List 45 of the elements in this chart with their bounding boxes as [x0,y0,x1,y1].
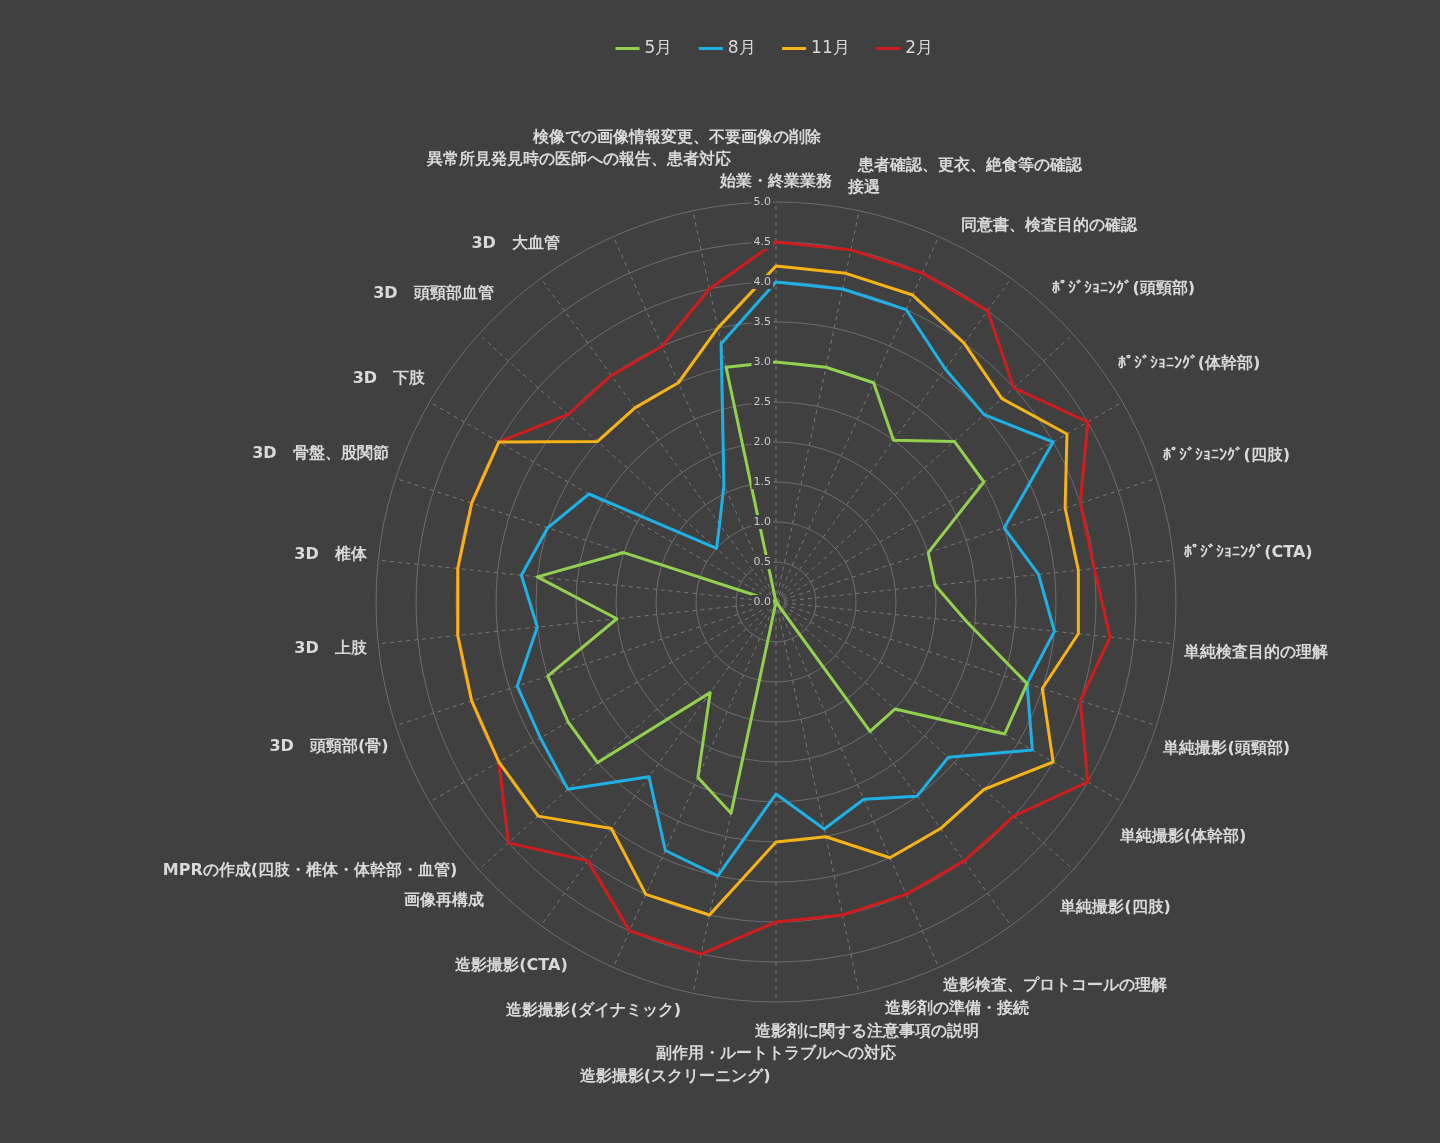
spoke-label: 単純撮影(四肢) [1059,896,1171,916]
spoke-label: 検像での画像情報変更、不要画像の削除 [532,126,823,146]
spoke-label: 3D 頭頸部血管 [373,282,494,302]
spoke-label: 患者確認、更衣、絶食等の確認 [857,155,1084,175]
spoke-label: 接遇 [846,177,880,197]
legend-label: 11月 [811,36,850,57]
spoke-label: 3D 大血管 [471,232,560,252]
y-tick-label: 1.5 [753,474,771,488]
spoke-label: 3D 椎体 [294,544,368,564]
spoke-label: 画像再構成 [403,890,484,910]
spoke-label: 3D 下肢 [352,367,427,387]
y-tick-label: 3.5 [753,314,771,328]
spoke-label: 造影検査、プロトコールの理解 [943,975,1168,995]
legend-label: 8月 [727,36,756,57]
y-tick-label: 4.0 [753,274,771,288]
spoke-label: ﾎﾟｼﾞｼｮﾆﾝｸﾞ(頭頸部) [1052,278,1196,297]
y-tick-label: 0.0 [753,594,771,608]
y-tick-label: 1.0 [753,514,771,528]
y-tick-label: 2.5 [753,394,771,408]
spoke-label: 造影剤に関する注意事項の説明 [755,1020,980,1040]
spoke-label: ﾎﾟｼﾞｼｮﾆﾝｸﾞ(体幹部) [1117,352,1261,372]
spoke-label: 副作用・ルートトラブルへの対応 [656,1043,896,1063]
spoke-label: ﾎﾟｼﾞｼｮﾆﾝｸﾞ(四肢) [1163,444,1291,464]
spoke-label: 異常所見発見時の医師への報告、患者対応 [426,149,732,168]
spoke-label: 単純検査目的の理解 [1183,641,1329,661]
spoke-label: 造影撮影(CTA) [455,955,568,975]
y-tick-label: 5.0 [753,194,771,208]
spoke-label: ﾎﾟｼﾞｼｮﾆﾝｸﾞ(CTA) [1184,541,1313,561]
spoke-label: 3D 頭頸部(骨) [269,736,389,756]
y-tick-label: 0.5 [753,554,771,568]
spoke-label: MPRの作成(四肢・椎体・体幹部・血管) [162,860,458,880]
spoke-label: 造影撮影(スクリーニング) [579,1065,771,1085]
spoke-label: 始業・終業業務 [719,171,833,191]
spoke-label: 造影剤の準備・接続 [885,997,1029,1017]
y-tick-label: 3.0 [753,354,771,368]
spoke-label: 単純撮影(頭頸部) [1162,737,1291,757]
spoke-label: 3D 上肢 [294,637,368,657]
legend-label: 2月 [905,36,934,57]
spoke-label: 3D 骨盤、股関節 [252,443,389,463]
spoke-label: 造影撮影(ダイナミック) [506,1000,682,1020]
spoke-label: 同意書、検査目的の確認 [961,214,1139,234]
y-tick-label: 4.5 [753,234,771,248]
spoke-label: 単純撮影(体幹部) [1118,826,1247,846]
y-tick-label: 2.0 [753,434,771,448]
legend-label: 5月 [644,36,673,57]
